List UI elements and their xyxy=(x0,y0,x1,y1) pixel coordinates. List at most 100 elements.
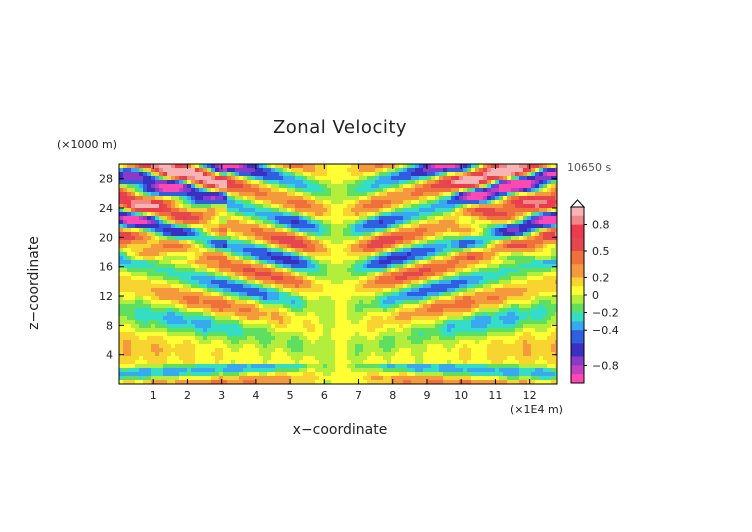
heatmap-cell xyxy=(359,364,364,369)
heatmap-cell xyxy=(335,360,340,365)
heatmap-cell xyxy=(387,212,392,217)
heatmap-cell xyxy=(155,316,160,321)
heatmap-cell xyxy=(411,228,416,233)
heatmap-cell xyxy=(415,224,420,229)
heatmap-cell xyxy=(275,236,280,241)
heatmap-cell xyxy=(467,184,472,189)
heatmap-cell xyxy=(335,220,340,225)
heatmap-cell xyxy=(199,252,204,257)
heatmap-cell xyxy=(343,220,348,225)
heatmap-cell xyxy=(151,324,156,329)
heatmap-cell xyxy=(195,236,200,241)
heatmap-cell xyxy=(135,184,140,189)
heatmap-cell xyxy=(471,312,476,317)
heatmap-cell xyxy=(379,352,384,357)
heatmap-cell xyxy=(367,176,372,181)
heatmap-cell xyxy=(471,204,476,209)
heatmap-cell xyxy=(123,264,128,269)
heatmap-cell xyxy=(399,364,404,369)
heatmap-cell xyxy=(275,304,280,309)
heatmap-cell xyxy=(211,260,216,265)
heatmap-cell xyxy=(187,212,192,217)
heatmap-cell xyxy=(119,368,124,373)
heatmap-cell xyxy=(167,308,172,313)
heatmap-cell xyxy=(187,296,192,301)
heatmap-cell xyxy=(247,328,252,333)
heatmap-cell xyxy=(159,276,164,281)
heatmap-cell xyxy=(235,376,240,381)
heatmap-cell xyxy=(243,344,248,349)
heatmap-cell xyxy=(391,300,396,305)
heatmap-cell xyxy=(163,180,168,185)
heatmap-cell xyxy=(275,204,280,209)
heatmap-cell xyxy=(399,212,404,217)
heatmap-cell xyxy=(303,256,308,261)
heatmap-cell xyxy=(387,244,392,249)
heatmap-cell xyxy=(139,376,144,381)
heatmap-cell xyxy=(155,380,160,385)
heatmap-cell xyxy=(255,324,260,329)
heatmap-cell xyxy=(455,232,460,237)
heatmap-cell xyxy=(351,240,356,245)
heatmap-cell xyxy=(471,164,476,169)
heatmap-cell xyxy=(431,248,436,253)
heatmap-cell xyxy=(431,352,436,357)
heatmap-cell xyxy=(407,288,412,293)
heatmap-cell xyxy=(423,312,428,317)
heatmap-cell xyxy=(151,268,156,273)
heatmap-cell xyxy=(307,208,312,213)
heatmap-cell xyxy=(351,348,356,353)
heatmap-cell xyxy=(171,328,176,333)
heatmap-cell xyxy=(279,348,284,353)
heatmap-cell xyxy=(231,168,236,173)
heatmap-cell xyxy=(375,172,380,177)
heatmap-cell xyxy=(163,256,168,261)
heatmap-cell xyxy=(423,188,428,193)
heatmap-cell xyxy=(283,180,288,185)
heatmap-cell xyxy=(259,232,264,237)
heatmap-cell xyxy=(223,248,228,253)
heatmap-cell xyxy=(331,308,336,313)
heatmap-cell xyxy=(455,184,460,189)
heatmap-cell xyxy=(175,376,180,381)
heatmap-cell xyxy=(259,272,264,277)
heatmap-cell xyxy=(251,276,256,281)
heatmap-cell xyxy=(351,252,356,257)
heatmap-cell xyxy=(259,180,264,185)
heatmap-cell xyxy=(135,224,140,229)
heatmap-cell xyxy=(295,272,300,277)
heatmap-cell xyxy=(175,284,180,289)
heatmap-cell xyxy=(431,364,436,369)
heatmap-cell xyxy=(147,216,152,221)
heatmap-cell xyxy=(327,252,332,257)
heatmap-cell xyxy=(391,200,396,205)
heatmap-cell xyxy=(359,284,364,289)
heatmap-cell xyxy=(439,248,444,253)
heatmap-cell xyxy=(135,228,140,233)
heatmap-cell xyxy=(203,236,208,241)
heatmap-cell xyxy=(367,280,372,285)
heatmap-cell xyxy=(359,228,364,233)
heatmap-cell xyxy=(439,292,444,297)
heatmap-cell xyxy=(211,204,216,209)
heatmap-cell xyxy=(323,212,328,217)
heatmap-cell xyxy=(459,308,464,313)
heatmap-cell xyxy=(267,344,272,349)
heatmap-cell xyxy=(211,344,216,349)
heatmap-cell xyxy=(407,340,412,345)
heatmap-cell xyxy=(367,300,372,305)
heatmap-cell xyxy=(367,180,372,185)
heatmap-cell xyxy=(139,164,144,169)
heatmap-cell xyxy=(227,228,232,233)
heatmap-cell xyxy=(127,376,132,381)
heatmap-cell xyxy=(415,352,420,357)
heatmap-cell xyxy=(179,188,184,193)
heatmap-cell xyxy=(191,264,196,269)
heatmap-cell xyxy=(411,360,416,365)
heatmap-cell xyxy=(151,252,156,257)
heatmap-cell xyxy=(363,288,368,293)
heatmap-cell xyxy=(339,360,344,365)
heatmap-cell xyxy=(323,256,328,261)
heatmap-cell xyxy=(267,364,272,369)
heatmap-cell xyxy=(303,372,308,377)
